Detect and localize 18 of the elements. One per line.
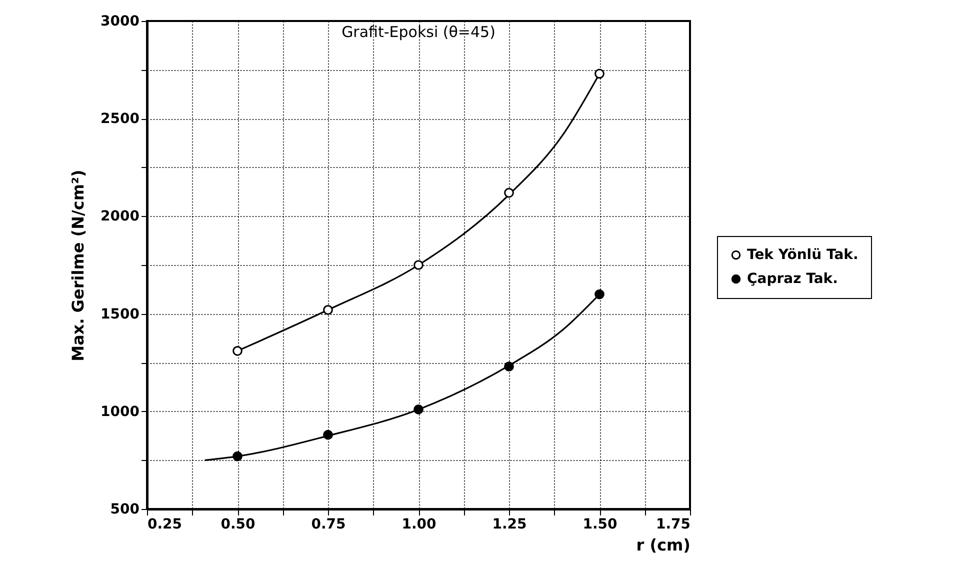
y-tick-label: 1500 xyxy=(100,306,140,322)
y-tick-label: 500 xyxy=(110,502,140,518)
y-axis-title: Max. Gerilme (N/cm²) xyxy=(68,170,88,362)
y-tick-label: 2500 xyxy=(100,111,140,128)
x-tick-label: 0.75 xyxy=(311,516,346,532)
x-tick-label: 1.25 xyxy=(492,516,527,532)
legend-label: Tek Yönlü Tak. xyxy=(747,247,858,263)
x-tick-label: 1.75 xyxy=(656,516,690,532)
x-tick-label: 1.50 xyxy=(582,516,618,532)
legend-label: Çapraz Tak. xyxy=(747,271,838,287)
y-tick-label: 3000 xyxy=(100,14,140,30)
x-axis-title: r (cm) xyxy=(636,536,690,554)
x-tick-label: 0.25 xyxy=(148,516,182,532)
y-tick-label: 1000 xyxy=(100,404,140,420)
x-tick-label: 1.00 xyxy=(402,516,437,532)
y-tick-label: 2000 xyxy=(100,208,140,225)
x-tick-label: 0.50 xyxy=(220,516,256,532)
chart-title: Grafit-Epoksi (θ=45) xyxy=(342,23,496,41)
